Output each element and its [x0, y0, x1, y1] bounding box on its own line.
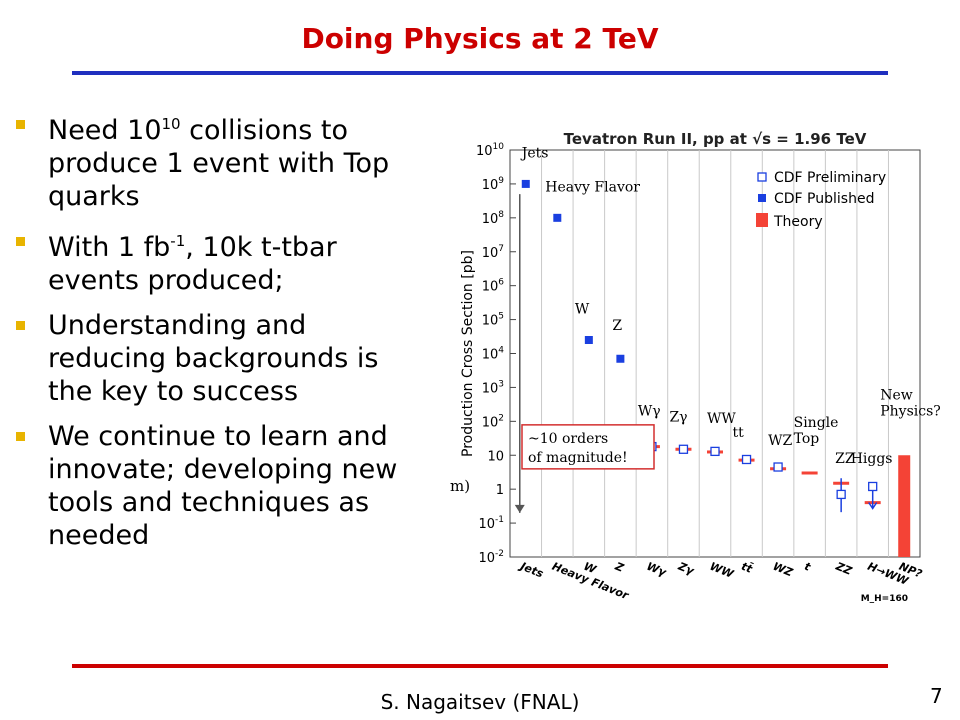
y-tick-label: 1010: [476, 142, 504, 159]
point-label: Z: [612, 318, 622, 334]
bullet-superscript: 10: [161, 115, 181, 133]
y-tick-label: 104: [482, 346, 505, 363]
preliminary-point: [710, 446, 720, 457]
bullet-text-pre: Need 10: [48, 115, 162, 146]
x-category-label: WW: [708, 560, 736, 581]
point-label: tt: [733, 425, 745, 441]
point-label: Top: [794, 431, 820, 447]
preliminary-point: [678, 444, 689, 454]
y-tick-label: 1: [496, 483, 504, 498]
bullet-item: We continue to learn and innovate; devel…: [10, 420, 420, 552]
bullet-item: Understanding and reducing backgrounds i…: [10, 309, 420, 408]
annotation-box: [521, 424, 655, 470]
chart-title: Tevatron Run II, pp at √s = 1.96 TeV: [564, 130, 867, 148]
bottom-rule: [72, 664, 888, 668]
magnitude-arrowhead: [514, 504, 525, 513]
y-axis-label: Production Cross Section [pb]: [460, 250, 476, 457]
annotation-line: ~10 orders: [528, 431, 608, 447]
legend-theory-swatch: [756, 213, 768, 227]
point-label: WZ: [768, 433, 792, 449]
bullet-superscript: -1: [170, 232, 186, 250]
y-tick-label: 10-1: [478, 515, 504, 532]
point-label: ZZ: [835, 451, 855, 467]
page-number: 7: [930, 684, 943, 708]
legend-label: CDF Published: [774, 191, 874, 207]
top-rule: [72, 71, 888, 75]
footer-author: S. Nagaitsev (FNAL): [380, 690, 580, 714]
y-tick-label: 108: [482, 210, 505, 227]
plot-frame: [509, 149, 921, 558]
y-tick-label: 109: [482, 176, 505, 193]
legend-label: CDF Preliminary: [774, 170, 886, 186]
y-tick-label: 10: [487, 449, 504, 464]
slide-title: Doing Physics at 2 TeV: [301, 22, 659, 55]
y-tick-label: 102: [482, 413, 504, 430]
bullet-item: Need 1010 collisions to produce 1 event …: [10, 108, 420, 213]
point-label: Single: [794, 415, 839, 431]
point-label: Jets: [520, 146, 549, 162]
legend-label: Theory: [773, 214, 823, 230]
bullet-item: With 1 fb-1, 10k t-tbar events produced;: [10, 225, 420, 297]
x-category-label: Z: [612, 559, 626, 575]
published-point: [521, 179, 530, 188]
published-point: [584, 336, 593, 345]
point-label: W: [575, 302, 590, 318]
x-category-label: t: [802, 560, 812, 574]
bullet-marker: [16, 120, 25, 129]
preliminary-point: [773, 462, 783, 472]
x-category-label: ZZ: [833, 559, 855, 578]
bullet-text-pre: We continue to learn and innovate; devel…: [48, 421, 398, 551]
y-tick-label: 103: [482, 379, 504, 396]
legend-published-swatch: [758, 194, 766, 202]
y-tick-label: 106: [482, 278, 505, 295]
cross-section-chart: 10-2 10-1 1 10 102 103 104 105 106 107 108 109 1010 T…: [450, 130, 940, 604]
point-label: Heavy Flavor: [545, 179, 640, 195]
x-note: M_H=160: [861, 594, 908, 604]
x-category-label: Wγ: [645, 560, 669, 580]
annotation-line: of magnitude!: [528, 450, 628, 466]
x-category-label: tt̄: [739, 560, 754, 576]
x-category-label: WZ: [771, 560, 795, 580]
preliminary-point: [836, 489, 846, 500]
published-point: [553, 213, 562, 222]
bullet-marker: [16, 237, 25, 246]
bullet-text-pre: Understanding and reducing backgrounds i…: [48, 310, 379, 407]
legend-preliminary-swatch: [757, 172, 767, 182]
point-label: WW: [707, 411, 736, 427]
published-point: [616, 354, 625, 363]
x-category-label: W: [582, 560, 599, 577]
bullet-list: Need 1010 collisions to produce 1 event …: [10, 108, 420, 564]
bullet-text-post: , 10k t-tbar events produced;: [48, 232, 337, 296]
point-label: Zγ: [669, 409, 687, 425]
x-category-label: Jets: [517, 559, 546, 581]
bullet-marker: [16, 432, 25, 441]
point-label: New: [880, 387, 913, 403]
bullet-text-post: collisions to produce 1 event with Top q…: [48, 115, 390, 212]
theory-bar: [898, 455, 911, 557]
point-label: Wγ: [638, 403, 661, 419]
cut-text: m): [450, 477, 470, 495]
top-rule-blue: [72, 71, 888, 75]
y-tick-label: 107: [482, 244, 504, 261]
bottom-rule-red: [72, 664, 888, 668]
y-tick-label: 10-2: [478, 549, 504, 566]
point-label: Physics?: [880, 403, 940, 419]
x-category-label: Zγ: [675, 559, 697, 578]
point-label: Higgs: [851, 451, 893, 467]
y-tick-label: 105: [482, 312, 504, 329]
bullet-text-pre: With 1 fb: [48, 232, 171, 263]
bullet-marker: [16, 321, 25, 330]
preliminary-point: [741, 454, 752, 465]
preliminary-point: [868, 481, 878, 492]
